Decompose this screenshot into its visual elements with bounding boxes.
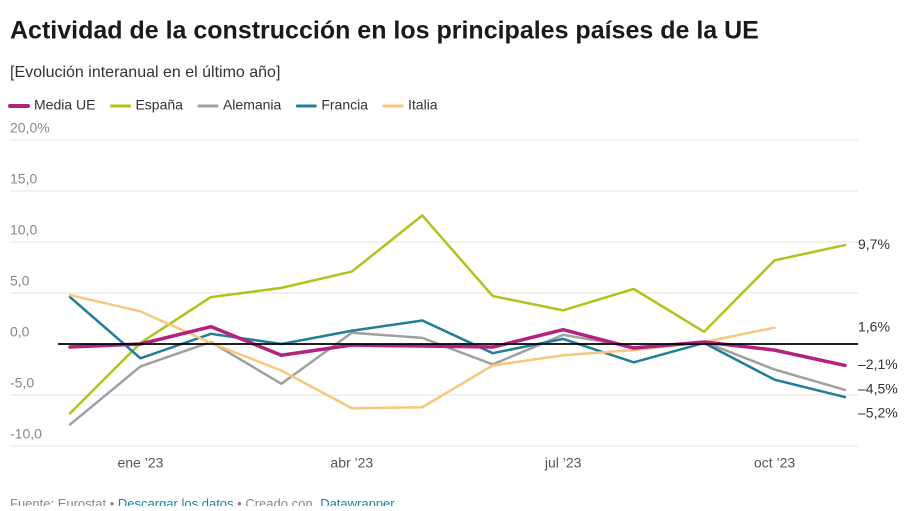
x-tick-label: oct ’23	[754, 455, 795, 471]
series-line	[68, 324, 847, 368]
footer-source: Fuente: Eurostat	[10, 496, 106, 506]
series-line	[68, 331, 847, 426]
grid: -10,0 -5,0 0,0 5,0 10,0 15,0 20,0% ene ’23 abr ’…	[10, 120, 858, 471]
y-tick-label: 0,0	[10, 324, 30, 340]
footer: Fuente: Eurostat • Descargar los datos •…	[10, 496, 395, 506]
legend-label: Francia	[321, 97, 368, 113]
x-tick-label: ene ’23	[117, 455, 163, 471]
legend-label: Italia	[408, 97, 438, 113]
labels: 9,7% 1,6% –2,1% –4,5% –5,2%	[858, 236, 898, 421]
footer-tool[interactable]: Datawrapper	[320, 496, 395, 511]
legend-label: Alemania	[223, 97, 282, 113]
value-label: 1,6%	[858, 318, 890, 334]
value-label: –5,2%	[858, 405, 898, 421]
y-tick-label: -5,0	[10, 375, 34, 391]
chart-subtitle: [Evolución interanual en el último año]	[10, 64, 280, 81]
footer-sep: •	[237, 496, 245, 506]
y-tick-label: 15,0	[10, 171, 37, 187]
value-label: –4,5%	[858, 381, 898, 397]
legend-label: España	[135, 97, 183, 113]
series-line	[68, 214, 847, 415]
footer-sep: •	[110, 496, 118, 506]
x-tick-label: abr ’23	[330, 455, 373, 471]
legend-label: Media UE	[34, 97, 95, 113]
y-tick-label: 20,0%	[10, 120, 50, 136]
footer-download[interactable]: Descargar los datos	[118, 496, 234, 511]
legend: Media UE España Alemania Francia Italia	[8, 97, 438, 113]
x-tick-label: jul ’23	[544, 455, 582, 471]
chart-title: Actividad de la construcción en los prin…	[10, 17, 759, 45]
lines	[58, 214, 858, 426]
y-tick-label: 10,0	[10, 222, 37, 238]
value-label: 9,7%	[858, 236, 890, 252]
y-tick-label: -10,0	[10, 426, 42, 442]
value-label: –2,1%	[858, 356, 898, 372]
y-tick-label: 5,0	[10, 273, 30, 289]
footer-created: Creado con	[245, 496, 312, 506]
